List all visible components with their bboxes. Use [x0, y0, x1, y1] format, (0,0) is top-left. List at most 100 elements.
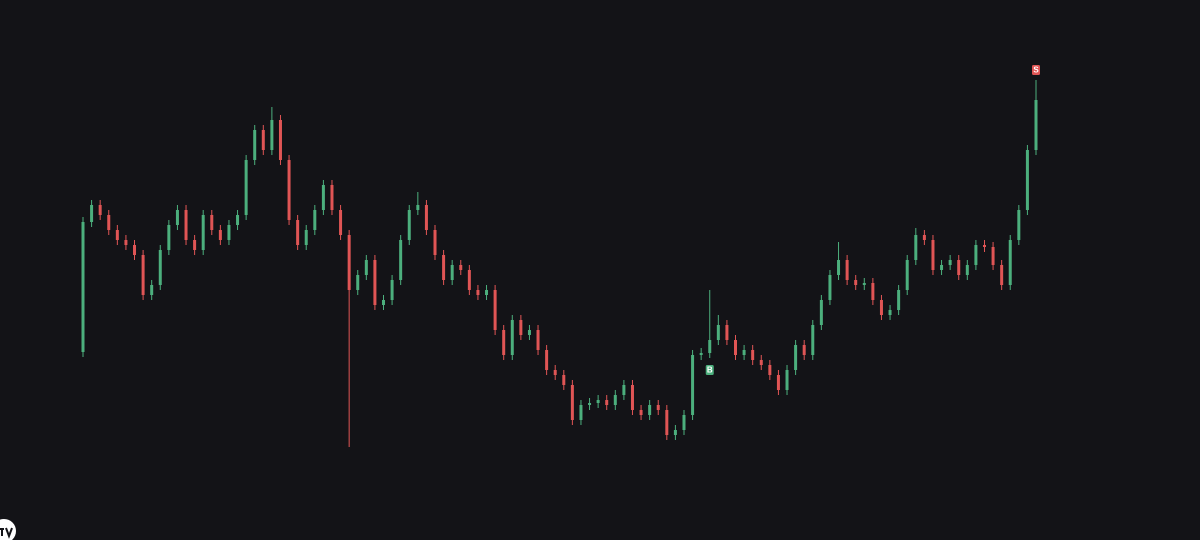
candle-body	[493, 290, 497, 330]
candle-body	[1017, 210, 1021, 240]
candle-body	[253, 130, 257, 160]
candle-body	[596, 400, 600, 403]
candle-body	[708, 340, 712, 353]
candle-body	[424, 205, 428, 230]
candle-body	[639, 410, 643, 415]
candle-body	[888, 310, 892, 315]
candle-body	[605, 400, 609, 405]
candle-body	[691, 355, 695, 415]
candle-body	[845, 260, 849, 280]
candle-body	[562, 375, 566, 385]
candle-body	[819, 300, 823, 325]
candle-body	[734, 340, 738, 355]
candle-body	[476, 290, 480, 295]
candle-body	[390, 280, 394, 300]
candle-body	[854, 280, 858, 285]
candle-body	[665, 410, 669, 435]
candle-body	[940, 265, 944, 270]
candle-body	[811, 325, 815, 355]
candle-body	[957, 260, 961, 275]
candle-body	[399, 240, 403, 280]
candle-body	[794, 345, 798, 370]
candle-body	[588, 403, 592, 405]
signal-badge	[705, 365, 714, 375]
candle-body	[553, 370, 557, 375]
candle-body	[90, 205, 94, 222]
candle-body	[682, 415, 686, 430]
candle-body	[1000, 265, 1004, 285]
candle-body	[287, 160, 291, 220]
candle-body	[261, 130, 265, 150]
candle-body	[244, 160, 248, 215]
candle-body	[502, 330, 506, 355]
candle-body	[948, 260, 952, 265]
candle-body	[175, 210, 179, 225]
candle-body	[1008, 240, 1012, 285]
candle-body	[1025, 150, 1029, 210]
signal-label: B	[707, 366, 713, 375]
candle-body	[313, 210, 317, 230]
candle-body	[184, 210, 188, 240]
candle-body	[201, 215, 205, 250]
logo-mark	[1, 528, 3, 536]
candle-body	[974, 245, 978, 265]
candle-body	[304, 230, 308, 245]
signal-badge	[1032, 65, 1040, 75]
candle-body	[759, 360, 763, 365]
candle-body	[373, 260, 377, 305]
candle-body	[218, 230, 222, 240]
candle-body	[545, 350, 549, 370]
candle-body	[630, 385, 634, 410]
candle-body	[905, 260, 909, 290]
candle-body	[837, 260, 841, 275]
candle-body	[751, 350, 755, 360]
candle-body	[965, 265, 969, 275]
candle-body	[107, 215, 111, 230]
candle-body	[450, 265, 454, 280]
candle-body	[570, 385, 574, 420]
candle-body	[158, 250, 162, 285]
candle-body	[579, 405, 583, 420]
candle-body	[673, 430, 677, 435]
signal-label: S	[1033, 66, 1039, 75]
candle-body	[133, 245, 137, 255]
candle-body	[922, 235, 926, 240]
candle-body	[742, 350, 746, 355]
candle-body	[656, 405, 660, 410]
candle-body	[879, 300, 883, 315]
candle-body	[622, 385, 626, 395]
candle-body	[699, 353, 703, 355]
candle-body	[193, 240, 197, 250]
candle-body	[485, 290, 489, 295]
candle-body	[648, 405, 652, 415]
candle-body	[347, 235, 351, 290]
candle-body	[236, 215, 240, 225]
candle-body	[124, 240, 128, 245]
logo-badge	[0, 519, 16, 540]
candle-body	[536, 330, 540, 350]
candle-body	[150, 285, 154, 295]
candle-body	[1034, 100, 1038, 150]
signal-marker: S	[1032, 65, 1040, 75]
candle-body	[270, 120, 274, 150]
logo	[0, 519, 16, 540]
candle-body	[828, 275, 832, 300]
candle-body	[356, 275, 360, 290]
candle-body	[81, 222, 85, 352]
candle-body	[931, 240, 935, 270]
candle-body	[467, 270, 471, 290]
candle-body	[871, 283, 875, 300]
candle-body	[897, 290, 901, 310]
candle-body	[339, 210, 343, 235]
candle-body	[459, 265, 463, 270]
logo-mark	[5, 527, 13, 539]
candle-body	[98, 205, 102, 215]
candle-body	[716, 325, 720, 340]
candle-body	[167, 225, 171, 250]
candle-body	[330, 185, 334, 210]
candle-body	[227, 225, 231, 240]
candle-body	[527, 330, 531, 335]
